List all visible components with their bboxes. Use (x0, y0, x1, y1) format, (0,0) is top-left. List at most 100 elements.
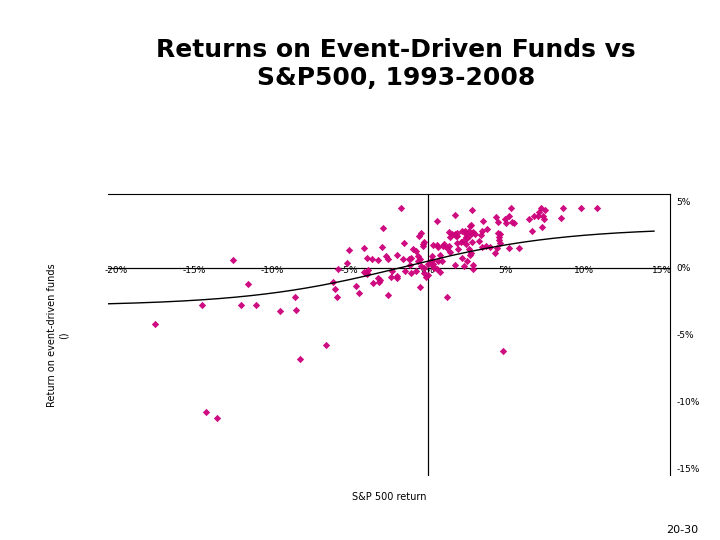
Text: S&P 500 return: S&P 500 return (351, 492, 426, 502)
Point (289, 293, 301, 302)
Point (461, 234, 472, 242)
Point (398, 239, 410, 247)
Point (415, 282, 426, 291)
Point (437, 241, 449, 250)
Point (441, 244, 453, 252)
Point (507, 217, 518, 226)
Point (418, 268, 430, 277)
Point (391, 251, 402, 260)
Point (418, 238, 429, 246)
Point (503, 244, 514, 252)
Point (494, 236, 505, 245)
Point (476, 227, 487, 235)
Point (446, 230, 457, 238)
Point (458, 262, 469, 271)
Point (200, 408, 212, 417)
Point (591, 204, 603, 212)
Point (463, 232, 474, 241)
Point (227, 255, 238, 264)
Point (477, 242, 488, 251)
Point (361, 269, 373, 278)
Point (557, 204, 569, 212)
Point (382, 291, 394, 300)
Point (523, 215, 534, 224)
Point (449, 260, 461, 269)
Point (497, 347, 508, 355)
Point (536, 223, 548, 232)
Point (415, 229, 427, 238)
Point (489, 248, 500, 257)
Point (466, 238, 477, 246)
Point (467, 264, 478, 273)
Point (451, 229, 463, 238)
Point (441, 292, 453, 301)
Point (539, 206, 551, 214)
Point (431, 216, 443, 225)
Point (490, 213, 502, 221)
Point (513, 244, 525, 253)
Point (451, 232, 462, 240)
Point (444, 242, 455, 251)
Point (361, 253, 373, 262)
Point (465, 249, 477, 258)
Point (358, 267, 369, 276)
Point (412, 252, 423, 260)
Point (361, 268, 372, 277)
Point (399, 266, 410, 275)
Point (432, 243, 444, 252)
Point (466, 229, 477, 238)
Point (526, 226, 537, 235)
Point (251, 301, 262, 310)
Point (428, 264, 440, 273)
Point (508, 219, 520, 228)
Point (343, 246, 355, 255)
Point (412, 257, 423, 266)
Point (426, 256, 438, 265)
Point (494, 230, 505, 238)
Point (482, 225, 493, 233)
Point (367, 279, 379, 287)
Point (500, 219, 512, 228)
Point (434, 268, 446, 276)
Point (410, 267, 421, 275)
Point (426, 252, 438, 261)
Point (413, 232, 425, 240)
Point (433, 256, 444, 265)
Point (404, 261, 415, 269)
Point (418, 264, 430, 272)
Point (392, 274, 403, 282)
Point (408, 245, 419, 253)
Point (445, 233, 456, 241)
Point (444, 247, 455, 256)
Point (438, 240, 450, 248)
Point (492, 229, 504, 238)
Text: 20-30: 20-30 (666, 524, 698, 535)
Point (414, 254, 426, 263)
Point (420, 273, 432, 282)
Point (494, 232, 505, 241)
Point (332, 265, 343, 274)
Point (423, 271, 434, 279)
Point (149, 320, 161, 328)
Point (461, 257, 472, 266)
Point (536, 204, 547, 212)
Point (387, 267, 398, 275)
Point (410, 247, 421, 255)
Point (503, 212, 515, 220)
Point (452, 245, 464, 254)
Point (405, 269, 417, 278)
Point (456, 254, 467, 262)
Point (362, 265, 374, 274)
Point (451, 232, 463, 240)
Point (402, 255, 414, 264)
Point (377, 224, 389, 232)
Point (405, 254, 417, 262)
Point (463, 244, 474, 253)
Point (538, 214, 549, 223)
Point (465, 221, 477, 230)
Point (555, 214, 567, 222)
Point (418, 240, 429, 248)
Point (464, 222, 476, 231)
Point (467, 205, 478, 214)
Text: Returns on Event-Driven Funds vs
S&P500, 1993-2008: Returns on Event-Driven Funds vs S&P500,… (156, 38, 636, 90)
